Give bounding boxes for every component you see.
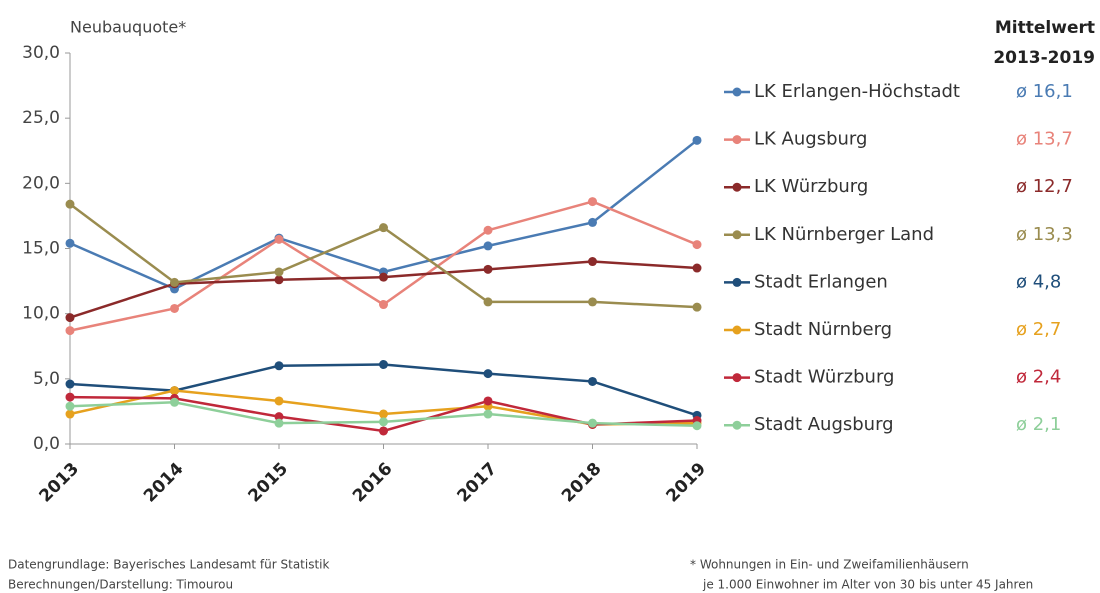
- y-tick-label: 25,0: [22, 108, 60, 128]
- legend-swatch: [732, 230, 742, 240]
- legend-mean: ø 2,1: [1016, 414, 1061, 435]
- legend-mean: ø 4,8: [1016, 271, 1061, 292]
- source-note: Datengrundlage: Bayerisches Landesamt fü…: [8, 558, 329, 572]
- series-line: [69, 200, 698, 332]
- series-line: [69, 203, 698, 309]
- x-tick-label: 2014: [140, 459, 188, 507]
- data-point: [379, 426, 388, 436]
- data-point: [588, 197, 597, 207]
- footnote: je 1.000 Einwohner im Alter von 30 bis u…: [702, 578, 1033, 592]
- legend-label: LK Augsburg: [754, 129, 867, 150]
- legend-label: Stadt Erlangen: [754, 271, 888, 292]
- y-tick-label: 30,0: [22, 43, 60, 63]
- legend-swatch: [732, 87, 742, 97]
- data-point: [379, 300, 388, 310]
- data-point: [65, 409, 75, 419]
- series-line: [69, 363, 698, 417]
- x-tick-label: 2017: [453, 459, 501, 507]
- legend-title: Mittelwert: [995, 18, 1095, 38]
- data-point: [65, 313, 75, 323]
- legend-swatch: [732, 373, 742, 383]
- legend-label: LK Würzburg: [754, 176, 868, 197]
- data-point: [483, 264, 493, 274]
- legend-swatch: [732, 277, 742, 287]
- legend-label: LK Erlangen-Höchstadt: [754, 81, 960, 102]
- legend-mean: ø 13,3: [1016, 224, 1073, 245]
- legend-mean: ø 2,7: [1016, 319, 1061, 340]
- data-point: [65, 238, 75, 248]
- data-point: [65, 379, 75, 389]
- data-point: [692, 240, 702, 250]
- legend-swatch: [732, 182, 742, 192]
- data-point: [274, 418, 284, 428]
- legend-label: Stadt Würzburg: [754, 367, 894, 388]
- data-point: [274, 361, 284, 371]
- data-point: [483, 369, 493, 379]
- series-line: [69, 139, 698, 291]
- legend-swatch: [732, 135, 742, 145]
- data-point: [65, 199, 75, 209]
- x-tick-label: 2013: [35, 459, 83, 507]
- data-point: [379, 272, 388, 282]
- legend-label: Stadt Augsburg: [754, 414, 894, 435]
- source-note: Berechnungen/Darstellung: Timourou: [8, 578, 233, 592]
- data-point: [274, 275, 284, 285]
- y-axis-label: Neubauquote*: [70, 18, 186, 37]
- data-point: [274, 412, 284, 422]
- data-point: [274, 234, 284, 244]
- data-point: [274, 396, 284, 406]
- data-point: [588, 257, 597, 267]
- y-tick-label: 0,0: [33, 434, 60, 454]
- data-point: [170, 386, 179, 396]
- legend-title: 2013-2019: [993, 48, 1095, 68]
- data-point: [483, 225, 493, 235]
- data-point: [692, 421, 702, 431]
- data-point: [379, 409, 388, 419]
- data-point: [170, 397, 179, 407]
- data-point: [65, 401, 75, 411]
- data-point: [170, 303, 179, 313]
- x-tick-label: 2015: [244, 459, 292, 507]
- y-tick-label: 20,0: [22, 173, 60, 193]
- legend-mean: ø 16,1: [1016, 81, 1073, 102]
- legend-mean: ø 12,7: [1016, 176, 1073, 197]
- data-point: [692, 135, 702, 145]
- data-point: [588, 418, 597, 428]
- legend-mean: ø 13,7: [1016, 129, 1073, 150]
- footnote: * Wohnungen in Ein- und Zweifamilienhäus…: [690, 558, 969, 572]
- y-tick-label: 10,0: [22, 304, 60, 324]
- data-point: [483, 297, 493, 307]
- data-point: [379, 223, 388, 233]
- x-tick-label: 2019: [662, 459, 710, 507]
- data-point: [170, 277, 179, 287]
- data-point: [692, 302, 702, 312]
- legend-swatch: [732, 420, 742, 430]
- data-point: [274, 267, 284, 277]
- x-tick-label: 2016: [349, 459, 397, 507]
- data-point: [483, 409, 493, 419]
- y-tick-label: 15,0: [22, 239, 60, 259]
- data-point: [65, 392, 75, 402]
- legend-label: LK Nürnberger Land: [754, 224, 934, 245]
- x-tick-label: 2018: [558, 459, 606, 507]
- legend-mean: ø 2,4: [1016, 367, 1061, 388]
- legend-swatch: [732, 325, 742, 335]
- data-point: [483, 241, 493, 251]
- data-point: [379, 417, 388, 427]
- data-point: [588, 376, 597, 386]
- data-point: [692, 263, 702, 273]
- legend-label: Stadt Nürnberg: [754, 319, 892, 340]
- data-point: [379, 359, 388, 369]
- y-tick-label: 5,0: [33, 369, 60, 389]
- data-point: [483, 396, 493, 406]
- data-point: [65, 326, 75, 336]
- data-point: [588, 297, 597, 307]
- data-point: [588, 217, 597, 227]
